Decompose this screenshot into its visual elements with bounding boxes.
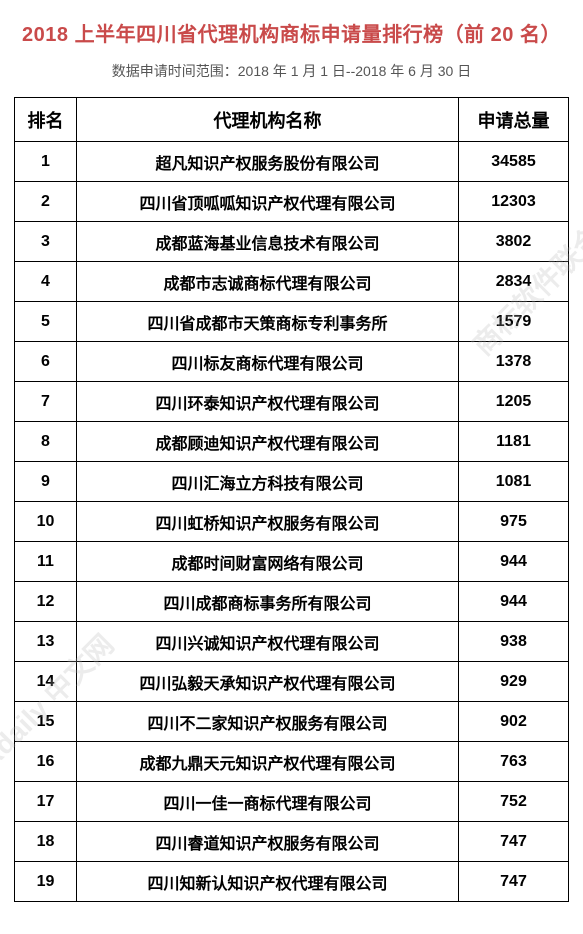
- rank-cell: 15: [15, 702, 77, 742]
- count-cell: 747: [459, 862, 569, 902]
- count-cell: 975: [459, 502, 569, 542]
- rank-cell: 6: [15, 342, 77, 382]
- count-cell: 1579: [459, 302, 569, 342]
- table-header-row: 排名 代理机构名称 申请总量: [15, 98, 569, 142]
- column-header-name: 代理机构名称: [77, 98, 459, 142]
- count-cell: 2834: [459, 262, 569, 302]
- table-row: 6四川标友商标代理有限公司1378: [15, 342, 569, 382]
- table-row: 19四川知新认知识产权代理有限公司747: [15, 862, 569, 902]
- count-cell: 3802: [459, 222, 569, 262]
- table-row: 3成都蓝海基业信息技术有限公司3802: [15, 222, 569, 262]
- count-cell: 1181: [459, 422, 569, 462]
- ranking-table: 排名 代理机构名称 申请总量 1超凡知识产权服务股份有限公司345852四川省顶…: [14, 97, 569, 902]
- agency-name-cell: 四川成都商标事务所有限公司: [77, 582, 459, 622]
- table-row: 17四川一佳一商标代理有限公司752: [15, 782, 569, 822]
- column-header-count: 申请总量: [459, 98, 569, 142]
- agency-name-cell: 四川标友商标代理有限公司: [77, 342, 459, 382]
- rank-cell: 19: [15, 862, 77, 902]
- agency-name-cell: 成都顾迪知识产权代理有限公司: [77, 422, 459, 462]
- agency-name-cell: 成都九鼎天元知识产权代理有限公司: [77, 742, 459, 782]
- agency-name-cell: 四川省顶呱呱知识产权代理有限公司: [77, 182, 459, 222]
- count-cell: 929: [459, 662, 569, 702]
- table-row: 15四川不二家知识产权服务有限公司902: [15, 702, 569, 742]
- agency-name-cell: 四川虹桥知识产权服务有限公司: [77, 502, 459, 542]
- rank-cell: 4: [15, 262, 77, 302]
- agency-name-cell: 四川省成都市天策商标专利事务所: [77, 302, 459, 342]
- agency-name-cell: 超凡知识产权服务股份有限公司: [77, 142, 459, 182]
- count-cell: 34585: [459, 142, 569, 182]
- rank-cell: 12: [15, 582, 77, 622]
- rank-cell: 7: [15, 382, 77, 422]
- agency-name-cell: 成都市志诚商标代理有限公司: [77, 262, 459, 302]
- rank-cell: 14: [15, 662, 77, 702]
- rank-cell: 10: [15, 502, 77, 542]
- table-row: 2四川省顶呱呱知识产权代理有限公司12303: [15, 182, 569, 222]
- table-row: 5四川省成都市天策商标专利事务所1579: [15, 302, 569, 342]
- table-row: 12四川成都商标事务所有限公司944: [15, 582, 569, 622]
- count-cell: 12303: [459, 182, 569, 222]
- table-row: 10四川虹桥知识产权服务有限公司975: [15, 502, 569, 542]
- column-header-rank: 排名: [15, 98, 77, 142]
- agency-name-cell: 四川汇海立方科技有限公司: [77, 462, 459, 502]
- count-cell: 763: [459, 742, 569, 782]
- agency-name-cell: 成都蓝海基业信息技术有限公司: [77, 222, 459, 262]
- rank-cell: 8: [15, 422, 77, 462]
- count-cell: 752: [459, 782, 569, 822]
- page-title: 2018 上半年四川省代理机构商标申请量排行榜（前 20 名）: [14, 18, 569, 47]
- rank-cell: 1: [15, 142, 77, 182]
- rank-cell: 3: [15, 222, 77, 262]
- table-row: 9四川汇海立方科技有限公司1081: [15, 462, 569, 502]
- table-row: 16成都九鼎天元知识产权代理有限公司763: [15, 742, 569, 782]
- count-cell: 747: [459, 822, 569, 862]
- table-row: 18四川睿道知识产权服务有限公司747: [15, 822, 569, 862]
- rank-cell: 16: [15, 742, 77, 782]
- agency-name-cell: 四川一佳一商标代理有限公司: [77, 782, 459, 822]
- table-row: 11成都时间财富网络有限公司944: [15, 542, 569, 582]
- rank-cell: 18: [15, 822, 77, 862]
- agency-name-cell: 四川兴诚知识产权代理有限公司: [77, 622, 459, 662]
- rank-cell: 11: [15, 542, 77, 582]
- table-row: 1超凡知识产权服务股份有限公司34585: [15, 142, 569, 182]
- count-cell: 944: [459, 582, 569, 622]
- table-row: 13四川兴诚知识产权代理有限公司938: [15, 622, 569, 662]
- agency-name-cell: 四川睿道知识产权服务有限公司: [77, 822, 459, 862]
- count-cell: 1205: [459, 382, 569, 422]
- rank-cell: 2: [15, 182, 77, 222]
- agency-name-cell: 四川环泰知识产权代理有限公司: [77, 382, 459, 422]
- rank-cell: 5: [15, 302, 77, 342]
- table-row: 7四川环泰知识产权代理有限公司1205: [15, 382, 569, 422]
- rank-cell: 9: [15, 462, 77, 502]
- agency-name-cell: 四川知新认知识产权代理有限公司: [77, 862, 459, 902]
- rank-cell: 13: [15, 622, 77, 662]
- agency-name-cell: 四川弘毅天承知识产权代理有限公司: [77, 662, 459, 702]
- agency-name-cell: 四川不二家知识产权服务有限公司: [77, 702, 459, 742]
- rank-cell: 17: [15, 782, 77, 822]
- table-row: 14四川弘毅天承知识产权代理有限公司929: [15, 662, 569, 702]
- count-cell: 944: [459, 542, 569, 582]
- count-cell: 938: [459, 622, 569, 662]
- table-row: 8成都顾迪知识产权代理有限公司1181: [15, 422, 569, 462]
- date-range-subtitle: 数据申请时间范围：2018 年 1 月 1 日--2018 年 6 月 30 日: [14, 61, 569, 81]
- count-cell: 1378: [459, 342, 569, 382]
- agency-name-cell: 成都时间财富网络有限公司: [77, 542, 459, 582]
- count-cell: 902: [459, 702, 569, 742]
- count-cell: 1081: [459, 462, 569, 502]
- table-row: 4成都市志诚商标代理有限公司2834: [15, 262, 569, 302]
